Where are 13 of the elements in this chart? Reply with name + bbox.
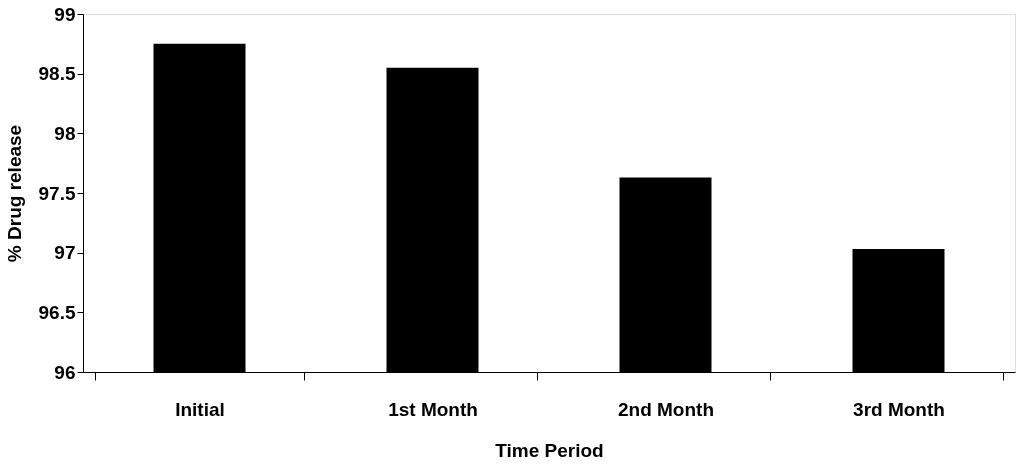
x-tick-label: 3rd Month — [853, 398, 945, 420]
x-tick-label: Initial — [175, 398, 225, 420]
y-tick-label: 98.5 — [38, 63, 76, 85]
x-tick-label: 1st Month — [388, 398, 478, 420]
y-tick-label: 97 — [54, 242, 76, 264]
y-axis-title: % Drug release — [3, 124, 25, 263]
y-tick-label: 98 — [54, 122, 76, 144]
y-tick-label: 96.5 — [38, 301, 76, 323]
y-tick-label: 96 — [54, 361, 76, 383]
x-tick-label: 2nd Month — [617, 398, 715, 420]
y-tick-label: 97.5 — [38, 182, 76, 204]
y-tick-label: 99 — [54, 3, 76, 25]
x-axis-title: Time Period — [495, 439, 604, 461]
